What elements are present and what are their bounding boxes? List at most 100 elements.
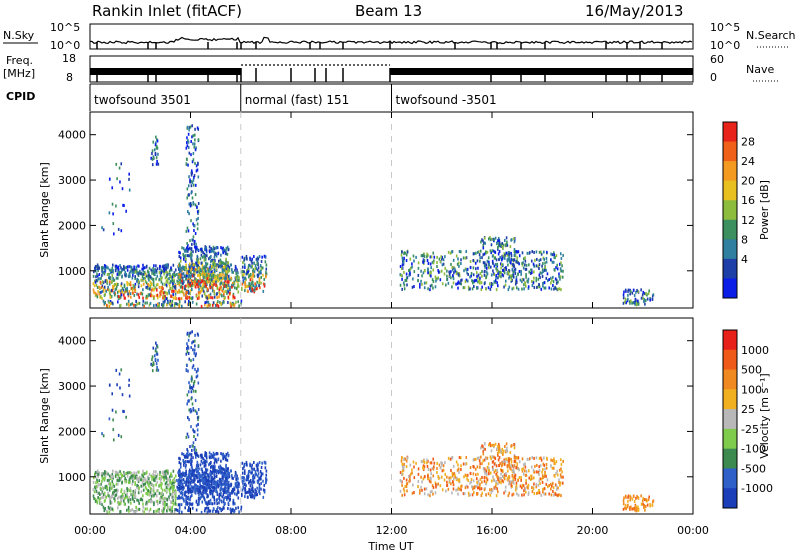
- velocity-cell: [190, 473, 193, 477]
- velocity-cell: [185, 352, 188, 356]
- velocity-cell: [453, 472, 456, 476]
- power-cell: [154, 273, 156, 277]
- noise-left-tick-bottom: 10^0: [50, 39, 80, 52]
- velocity-cell: [429, 468, 432, 472]
- power-cell: [130, 295, 132, 299]
- power-cell: [121, 267, 124, 271]
- power-cell: [149, 287, 151, 291]
- velocity-cell: [533, 470, 536, 474]
- power-cell: [234, 268, 236, 272]
- power-cell: [172, 284, 174, 288]
- power-cell: [400, 273, 403, 277]
- velocity-cell: [214, 509, 217, 513]
- power-cell: [197, 266, 200, 270]
- power-cell: [213, 289, 215, 293]
- power-cell: [490, 243, 493, 247]
- power-cell: [211, 296, 214, 300]
- velocity-cell: [208, 456, 211, 460]
- velocity-cell: [190, 379, 193, 383]
- velocity-cell: [475, 484, 477, 488]
- velocity-cell: [258, 477, 261, 481]
- power-cell: [192, 158, 195, 162]
- velocity-cell: [171, 495, 173, 499]
- power-cell: [143, 304, 145, 308]
- power-cell: [562, 253, 564, 257]
- velocity-cell: [465, 455, 468, 459]
- power-cell: [158, 270, 161, 274]
- velocity-cell: [200, 510, 203, 514]
- velocity-cell: [166, 502, 168, 506]
- velocity-cell: [217, 510, 220, 514]
- velocity-cell: [201, 455, 203, 459]
- power-cell: [543, 250, 545, 254]
- velocity-cell: [94, 499, 97, 503]
- velocity-cell: [106, 486, 109, 490]
- velocity-cell: [104, 474, 107, 478]
- velocity-cell: [222, 475, 224, 479]
- power-cell: [172, 296, 175, 300]
- velocity-cell: [501, 460, 503, 464]
- velocity-cell: [130, 501, 132, 505]
- power-cell: [126, 265, 129, 269]
- velocity-cell: [640, 494, 642, 498]
- velocity-cell: [441, 463, 443, 467]
- velocity-cell: [190, 375, 193, 379]
- velocity-cell: [248, 469, 251, 473]
- power-cell: [193, 142, 196, 146]
- power-cell: [191, 287, 193, 291]
- power-cell: [149, 284, 152, 288]
- velocity-cell: [203, 486, 206, 490]
- velocity-cell: [187, 505, 190, 509]
- power-cell: [193, 224, 196, 228]
- power-cell: [231, 302, 234, 306]
- velocity-cell: [224, 502, 226, 506]
- velocity-cell: [533, 476, 535, 480]
- velocity-cell: [254, 470, 257, 474]
- power-cell: [124, 271, 126, 275]
- velocity-cell: [400, 472, 403, 476]
- velocity-cell: [405, 478, 408, 482]
- power-cell: [128, 172, 130, 176]
- noise-right-tick-bottom: 10^0: [710, 39, 740, 52]
- power-cell: [260, 266, 263, 270]
- velocity-cell: [184, 492, 186, 496]
- power-cell: [426, 255, 428, 259]
- velocity-cell: [493, 479, 496, 483]
- power-cell: [183, 280, 185, 284]
- velocity-cell: [470, 477, 473, 481]
- velocity-cell: [187, 351, 190, 355]
- power-cell: [475, 267, 477, 271]
- velocity-cell: [539, 482, 541, 486]
- power-cell: [526, 251, 529, 255]
- velocity-cell: [627, 499, 629, 503]
- velocity-cell: [150, 494, 153, 498]
- power-cell: [262, 273, 264, 277]
- velocity-cell: [400, 459, 403, 463]
- velocity-cell: [553, 474, 556, 478]
- power-cell: [454, 269, 457, 273]
- velocity-cell: [101, 479, 103, 483]
- power-cell: [190, 267, 193, 271]
- velocity-cell: [125, 480, 128, 484]
- velocity-cell: [643, 498, 646, 502]
- power-cell: [145, 285, 148, 289]
- velocity-cell: [148, 484, 150, 488]
- velocity-cell: [185, 460, 187, 464]
- velocity-cell: [115, 472, 117, 476]
- power-cell: [438, 257, 441, 261]
- velocity-cell: [542, 487, 544, 491]
- power-cell: [258, 270, 260, 274]
- velocity-cell: [156, 499, 159, 503]
- power-cell: [439, 278, 442, 282]
- power-cell: [230, 263, 232, 267]
- power-cell: [489, 265, 492, 269]
- velocity-cell: [211, 471, 213, 475]
- power-cell: [151, 149, 154, 153]
- power-cell: [649, 298, 651, 302]
- velocity-cell: [205, 452, 208, 456]
- velocity-cell: [195, 352, 197, 356]
- power-cell: [502, 243, 505, 247]
- power-cell: [203, 303, 206, 307]
- velocity-cell: [227, 506, 229, 510]
- velocity-cell: [510, 483, 513, 487]
